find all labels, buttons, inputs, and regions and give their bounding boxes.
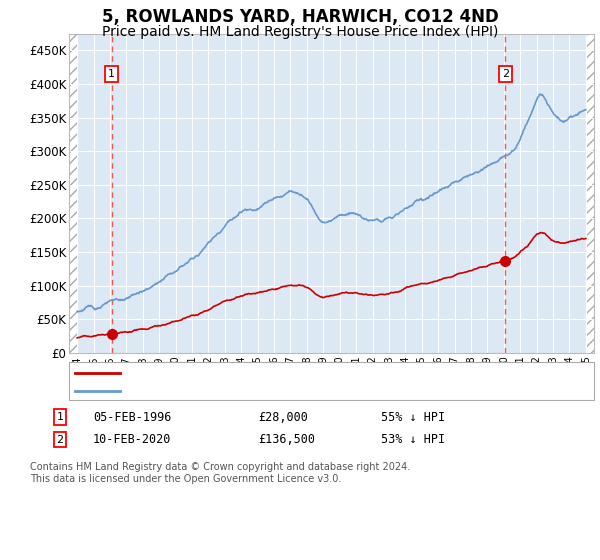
Bar bbox=[69, 34, 77, 353]
Text: £28,000: £28,000 bbox=[258, 410, 308, 424]
Text: 55% ↓ HPI: 55% ↓ HPI bbox=[381, 410, 445, 424]
Text: 2: 2 bbox=[56, 435, 64, 445]
Text: Contains HM Land Registry data © Crown copyright and database right 2024.
This d: Contains HM Land Registry data © Crown c… bbox=[30, 462, 410, 484]
Bar bbox=[69, 34, 77, 353]
Text: 10-FEB-2020: 10-FEB-2020 bbox=[93, 433, 172, 446]
Text: £136,500: £136,500 bbox=[258, 433, 315, 446]
Text: 53% ↓ HPI: 53% ↓ HPI bbox=[381, 433, 445, 446]
Bar bbox=[586, 34, 594, 353]
Text: 1: 1 bbox=[56, 412, 64, 422]
Bar bbox=[586, 34, 594, 353]
Text: 1: 1 bbox=[108, 69, 115, 79]
Text: 5, ROWLANDS YARD, HARWICH, CO12 4ND: 5, ROWLANDS YARD, HARWICH, CO12 4ND bbox=[101, 8, 499, 26]
Text: 2: 2 bbox=[502, 69, 509, 79]
Text: HPI: Average price, detached house, Tendring: HPI: Average price, detached house, Tend… bbox=[126, 386, 375, 396]
Text: 5, ROWLANDS YARD, HARWICH, CO12 4ND (detached house): 5, ROWLANDS YARD, HARWICH, CO12 4ND (det… bbox=[126, 368, 460, 378]
Text: Price paid vs. HM Land Registry's House Price Index (HPI): Price paid vs. HM Land Registry's House … bbox=[102, 25, 498, 39]
Text: 05-FEB-1996: 05-FEB-1996 bbox=[93, 410, 172, 424]
